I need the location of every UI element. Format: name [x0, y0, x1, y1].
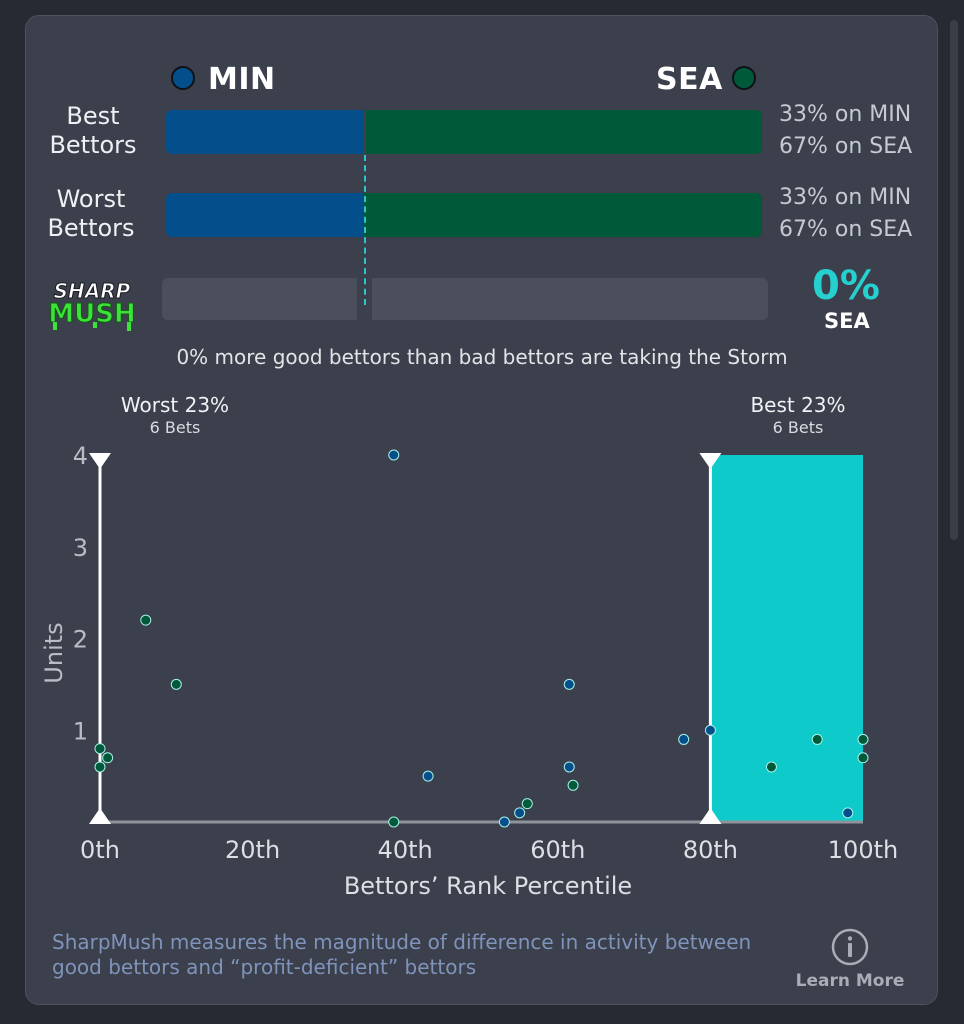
data-point — [422, 770, 434, 782]
y-tick-label: 4 — [73, 442, 88, 470]
x-tick-label: 100th — [828, 836, 898, 864]
best-range-marker-top-arrow — [699, 453, 722, 469]
logo-drip — [53, 322, 57, 330]
x-tick-label: 20th — [225, 836, 280, 864]
data-point — [678, 733, 690, 745]
y-axis-label: Units — [40, 622, 68, 683]
best-label-line1: Best — [66, 102, 120, 130]
best-sea-segment — [362, 110, 762, 154]
away-team-label: MIN — [208, 62, 276, 97]
data-point — [170, 678, 182, 690]
data-point — [514, 807, 526, 819]
data-point — [704, 724, 716, 736]
worst-min-pct: 33% on MIN — [779, 185, 912, 210]
worst-sea-segment — [362, 193, 762, 237]
sharpmush-value: 0% — [812, 263, 880, 309]
info-icon — [831, 928, 869, 966]
y-tick-label: 1 — [73, 717, 88, 745]
worst-label-line2: Bettors — [47, 214, 135, 242]
data-point — [842, 807, 854, 819]
summary-text: 0% more good bettors than bad bettors ar… — [176, 345, 788, 369]
best-min-segment — [166, 110, 363, 154]
home-team-label: SEA — [656, 62, 723, 97]
x-tick-label: 80th — [683, 836, 738, 864]
worst-range-marker-top-arrow — [89, 453, 111, 469]
y-tick-label: 3 — [73, 534, 88, 562]
data-point — [765, 761, 777, 773]
data-point — [567, 779, 579, 791]
worst-caption-title: Worst 23% — [120, 393, 230, 417]
data-point — [140, 614, 152, 626]
data-point — [498, 816, 510, 828]
logo-drip — [127, 322, 131, 331]
logo-text-line2: MUSH — [48, 299, 135, 329]
worst-caption: Worst 23% 6 Bets — [75, 392, 275, 438]
worst-min-segment — [166, 193, 363, 237]
data-point — [563, 678, 575, 690]
worst-range-marker-bottom-arrow — [89, 808, 111, 824]
worst-bettors-split-bar — [166, 193, 762, 237]
best-bettors-split-bar — [166, 110, 762, 154]
data-point — [563, 761, 575, 773]
best-range-marker-bottom-arrow — [699, 808, 722, 824]
logo-drip — [93, 322, 97, 328]
worst-bettors-label: Worst Bettors — [21, 185, 161, 243]
logo-text-line1: SHARP — [54, 279, 131, 303]
scrollbar[interactable] — [950, 20, 958, 540]
data-point — [102, 752, 114, 764]
best-label-line2: Bettors — [49, 131, 137, 159]
best-bettors-label: Best Bettors — [23, 102, 163, 160]
y-tick-label: 2 — [73, 626, 88, 654]
best-caption: Best 23% 6 Bets — [698, 392, 898, 438]
data-point — [857, 752, 869, 764]
x-tick-label: 40th — [378, 836, 433, 864]
best-min-pct: 33% on MIN — [779, 102, 912, 127]
best-caption-title: Best 23% — [750, 393, 846, 417]
worst-sea-pct: 67% on SEA — [779, 217, 913, 242]
best-range-highlight — [710, 455, 863, 822]
divider-dashed-line — [364, 155, 366, 305]
sea-team-dot — [732, 66, 756, 90]
data-point — [94, 743, 106, 755]
x-axis-label: Bettors’ Rank Percentile — [344, 872, 632, 900]
data-point — [811, 733, 823, 745]
best-caption-bets: 6 Bets — [772, 418, 824, 437]
x-tick-label: 60th — [530, 836, 585, 864]
data-point — [521, 798, 533, 810]
data-point — [388, 449, 400, 461]
sharpmush-logo: SHARP MUSH — [48, 279, 136, 331]
x-tick-label: 0th — [80, 836, 120, 864]
sharpmush-bar — [162, 278, 768, 320]
footer-description: SharpMush measures the magnitude of diff… — [52, 930, 752, 979]
learn-more-label: Learn More — [795, 971, 905, 991]
data-point — [388, 816, 400, 828]
data-point — [857, 733, 869, 745]
worst-caption-bets: 6 Bets — [149, 418, 201, 437]
sharpmush-team: SEA — [824, 309, 870, 333]
data-point — [94, 761, 106, 773]
best-sea-pct: 67% on SEA — [779, 134, 913, 159]
worst-label-line1: Worst — [56, 185, 126, 213]
min-team-dot — [171, 66, 195, 90]
learn-more-button[interactable]: Learn More — [792, 927, 908, 991]
